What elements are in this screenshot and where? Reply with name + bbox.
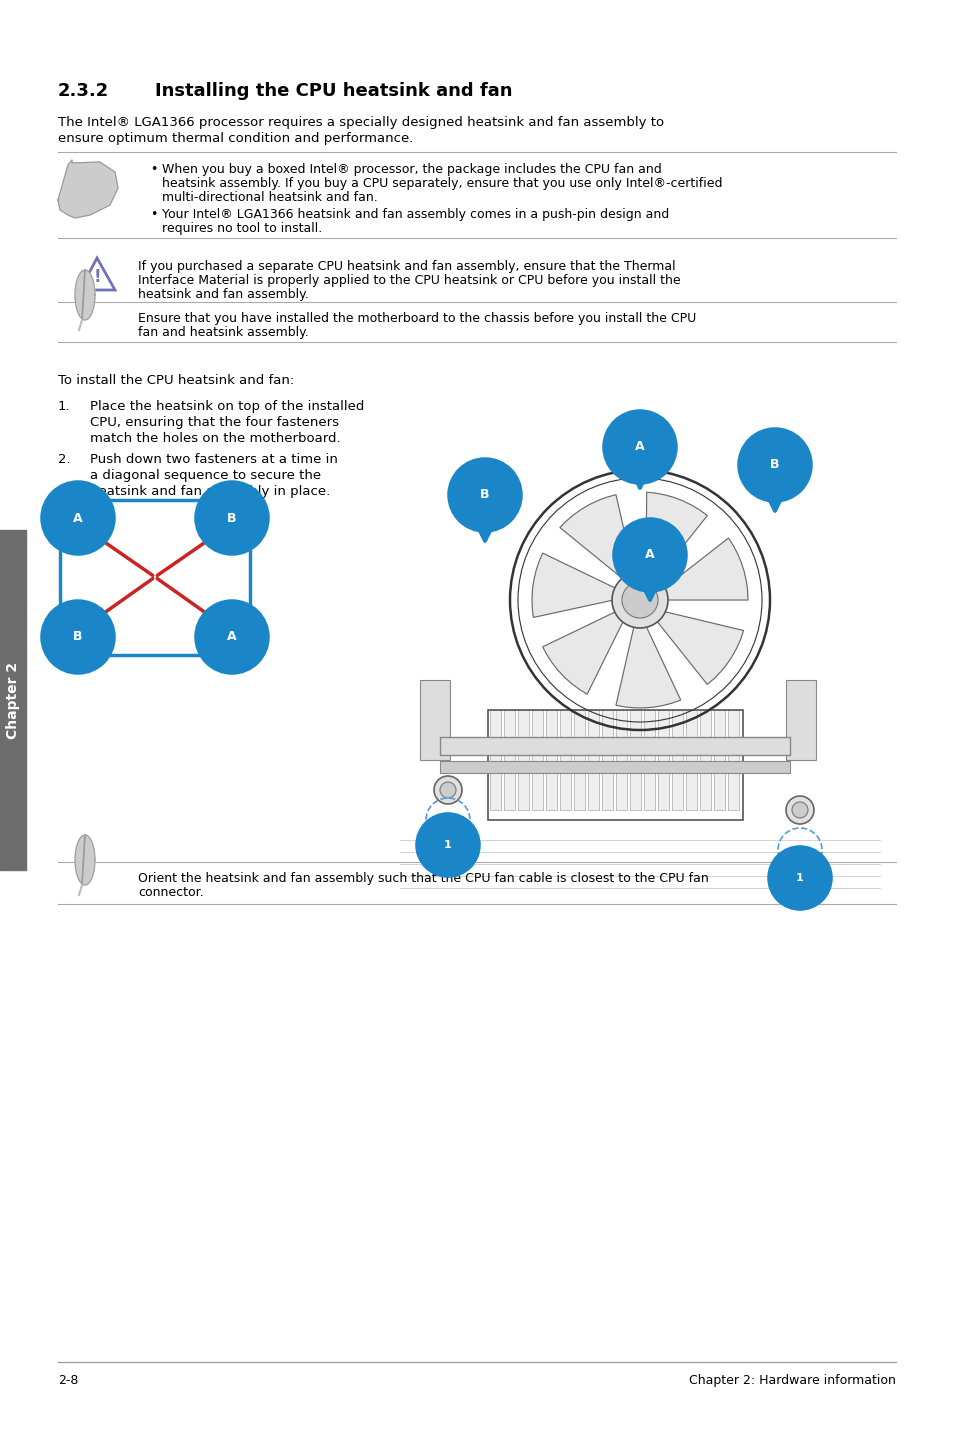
Text: A: A: [644, 548, 654, 561]
Polygon shape: [75, 270, 95, 321]
Bar: [671, 710, 682, 810]
Polygon shape: [559, 495, 634, 581]
Bar: [517, 710, 529, 810]
Circle shape: [791, 802, 807, 818]
Text: heatsink assembly. If you buy a CPU separately, ensure that you use only Intel®-: heatsink assembly. If you buy a CPU sepa…: [162, 177, 721, 190]
Bar: [490, 710, 500, 810]
Text: To install the CPU heatsink and fan:: To install the CPU heatsink and fan:: [58, 374, 294, 387]
Bar: [559, 710, 571, 810]
Bar: [700, 710, 710, 810]
Text: requires no tool to install.: requires no tool to install.: [162, 221, 322, 234]
Polygon shape: [75, 835, 95, 884]
Polygon shape: [645, 492, 706, 581]
Text: B: B: [479, 489, 489, 502]
Text: Place the heatsink on top of the installed: Place the heatsink on top of the install…: [90, 400, 364, 413]
Circle shape: [785, 797, 813, 824]
Circle shape: [621, 582, 658, 618]
Text: B: B: [227, 512, 236, 525]
Text: heatsink and fan assembly.: heatsink and fan assembly.: [138, 288, 309, 301]
Polygon shape: [616, 624, 680, 707]
Text: Installing the CPU heatsink and fan: Installing the CPU heatsink and fan: [154, 82, 512, 101]
Circle shape: [439, 782, 456, 798]
Bar: [545, 710, 557, 810]
Text: fan and heatsink assembly.: fan and heatsink assembly.: [138, 326, 309, 339]
Bar: [713, 710, 724, 810]
Text: A: A: [635, 440, 644, 453]
Bar: [658, 710, 668, 810]
Text: B: B: [769, 459, 779, 472]
Text: Your Intel® LGA1366 heatsink and fan assembly comes in a push-pin design and: Your Intel® LGA1366 heatsink and fan ass…: [162, 209, 669, 221]
Text: multi-directional heatsink and fan.: multi-directional heatsink and fan.: [162, 191, 377, 204]
Polygon shape: [542, 611, 623, 695]
Text: If you purchased a separate CPU heatsink and fan assembly, ensure that the Therm: If you purchased a separate CPU heatsink…: [138, 260, 675, 273]
Circle shape: [612, 572, 667, 628]
Polygon shape: [655, 611, 742, 684]
Text: heatsink and fan assembly in place.: heatsink and fan assembly in place.: [90, 485, 330, 498]
Bar: [587, 710, 598, 810]
Text: connector.: connector.: [138, 886, 203, 899]
Bar: [488, 710, 742, 820]
Bar: [439, 738, 789, 755]
Polygon shape: [532, 554, 617, 617]
Bar: [629, 710, 640, 810]
Bar: [601, 710, 613, 810]
Bar: [616, 710, 626, 810]
Bar: [785, 680, 815, 761]
Text: Interface Material is properly applied to the CPU heatsink or CPU before you ins: Interface Material is properly applied t…: [138, 275, 679, 288]
Text: Orient the heatsink and fan assembly such that the CPU fan cable is closest to t: Orient the heatsink and fan assembly suc…: [138, 871, 708, 884]
Bar: [574, 710, 584, 810]
Text: match the holes on the motherboard.: match the holes on the motherboard.: [90, 431, 340, 444]
Text: B: B: [73, 630, 83, 643]
Text: Ensure that you have installed the motherboard to the chassis before you install: Ensure that you have installed the mothe…: [138, 312, 696, 325]
Bar: [685, 710, 697, 810]
Bar: [0, 531, 26, 870]
Text: !: !: [93, 267, 101, 286]
Text: Chapter 2: Hardware information: Chapter 2: Hardware information: [688, 1373, 895, 1388]
Text: 2.: 2.: [58, 453, 71, 466]
Bar: [727, 710, 739, 810]
Text: When you buy a boxed Intel® processor, the package includes the CPU fan and: When you buy a boxed Intel® processor, t…: [162, 162, 661, 175]
Bar: [643, 710, 655, 810]
Text: 1: 1: [796, 873, 803, 883]
Text: 2.3.2: 2.3.2: [58, 82, 110, 101]
Circle shape: [434, 777, 461, 804]
Text: ensure optimum thermal condition and performance.: ensure optimum thermal condition and per…: [58, 132, 413, 145]
Text: The Intel® LGA1366 processor requires a specially designed heatsink and fan asse: The Intel® LGA1366 processor requires a …: [58, 116, 663, 129]
Text: A: A: [73, 512, 83, 525]
Text: 2-8: 2-8: [58, 1373, 78, 1388]
Text: •: •: [150, 162, 157, 175]
Bar: [419, 680, 450, 761]
Polygon shape: [80, 257, 115, 290]
Text: CPU, ensuring that the four fasteners: CPU, ensuring that the four fasteners: [90, 416, 338, 429]
Bar: [503, 710, 515, 810]
Text: Chapter 2: Chapter 2: [6, 661, 20, 739]
Bar: [60, 500, 250, 654]
Polygon shape: [662, 538, 747, 600]
Bar: [439, 761, 789, 774]
Text: •: •: [150, 209, 157, 221]
Text: a diagonal sequence to secure the: a diagonal sequence to secure the: [90, 469, 321, 482]
Text: Push down two fasteners at a time in: Push down two fasteners at a time in: [90, 453, 337, 466]
Polygon shape: [58, 160, 118, 219]
Bar: [532, 710, 542, 810]
Text: 1.: 1.: [58, 400, 71, 413]
Text: A: A: [227, 630, 236, 643]
Text: 1: 1: [444, 840, 452, 850]
